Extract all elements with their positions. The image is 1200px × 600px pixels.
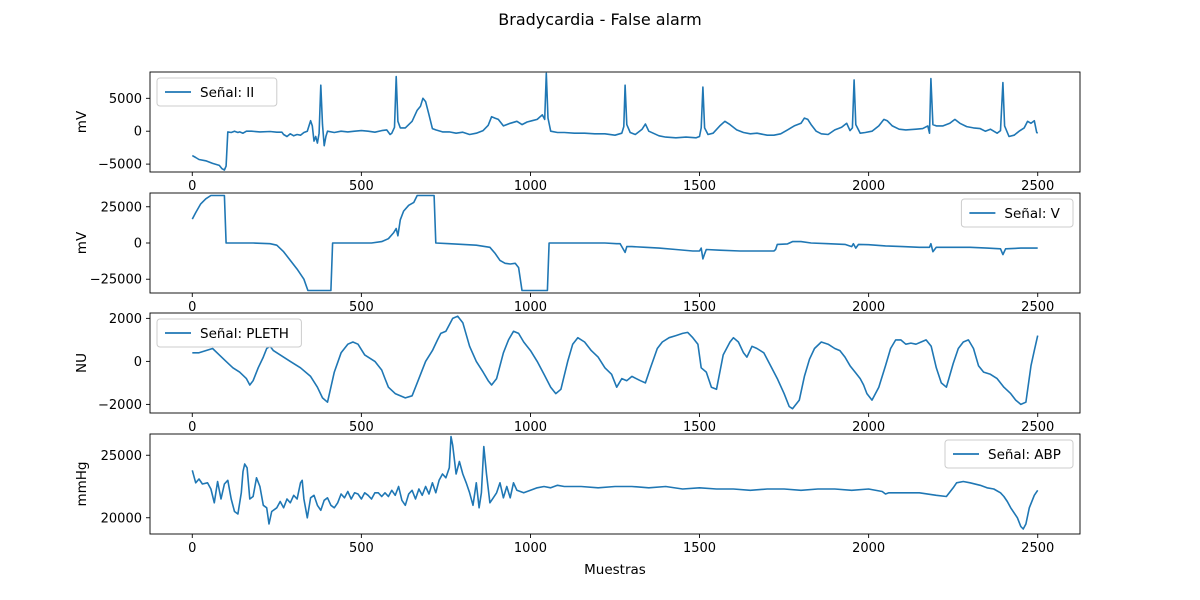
legend-label: Señal: ABP xyxy=(988,447,1061,463)
y-axis-label: mmHg xyxy=(74,461,90,506)
x-tick-label: 0 xyxy=(188,541,196,556)
x-tick-label: 2000 xyxy=(852,541,885,556)
legend-box xyxy=(944,439,1074,469)
x-tick-label: 1000 xyxy=(514,541,547,556)
x-tick-label: 500 xyxy=(349,420,374,435)
figure-title: Bradycardia - False alarm xyxy=(498,10,701,29)
y-tick-label: 0 xyxy=(134,355,142,370)
y-axis-label: NU xyxy=(74,353,90,373)
axes-frame xyxy=(149,71,1081,173)
x-tick-label: 500 xyxy=(349,179,374,194)
x-tick-label: 1000 xyxy=(514,420,547,435)
y-tick-label: 5000 xyxy=(109,92,142,107)
y-tick-label: 0 xyxy=(134,237,142,252)
x-tick-label: 1500 xyxy=(683,541,716,556)
x-tick-label: 2500 xyxy=(1021,300,1054,315)
series-line xyxy=(191,435,1039,530)
subplot-1: 0 500 1000 1500 2000 2500 −5000 0 5000 mV Señal: I… xyxy=(74,71,1081,194)
x-tick-label: 2000 xyxy=(852,179,885,194)
x-tick-label: 500 xyxy=(349,541,374,556)
legend-box xyxy=(960,198,1074,228)
x-tick-label: 0 xyxy=(188,420,196,435)
x-tick-label: 2500 xyxy=(1021,420,1054,435)
x-tick-label: 2000 xyxy=(852,420,885,435)
x-tick-label: 1000 xyxy=(514,179,547,194)
x-tick-label: 500 xyxy=(349,300,374,315)
legend: Señal: ABP xyxy=(944,439,1074,469)
x-tick-label: 0 xyxy=(188,300,196,315)
legend: Señal: PLETH xyxy=(156,318,302,348)
axes-frame xyxy=(149,433,1081,535)
series-line xyxy=(191,194,1038,292)
subplot-3: 0 500 1000 1500 2000 2500 −2000 0 2000 NU Señal: P… xyxy=(74,312,1081,435)
y-tick-label: 2000 xyxy=(109,312,142,327)
y-axis-label: mV xyxy=(74,231,90,254)
legend-label: Señal: PLETH xyxy=(200,326,289,342)
y-tick-label: 25000 xyxy=(101,449,142,464)
y-tick-label: −25000 xyxy=(90,273,142,288)
x-tick-label: 1500 xyxy=(683,420,716,435)
y-tick-label: 25000 xyxy=(101,200,142,215)
legend-label: Señal: II xyxy=(200,85,254,101)
y-tick-label: 0 xyxy=(134,125,142,140)
x-tick-label: 1500 xyxy=(683,179,716,194)
legend: Señal: V xyxy=(960,198,1074,228)
y-tick-label: −5000 xyxy=(98,158,142,173)
legend-box xyxy=(156,77,278,107)
series-line xyxy=(191,72,1039,171)
legend-label: Señal: V xyxy=(1004,206,1060,222)
x-tick-label: 2500 xyxy=(1021,179,1054,194)
x-tick-label: 1000 xyxy=(514,300,547,315)
x-tick-label: 0 xyxy=(188,179,196,194)
y-tick-label: −2000 xyxy=(98,398,142,413)
y-axis-label: mV xyxy=(74,110,90,133)
series-line xyxy=(192,315,1039,410)
y-tick-label: 20000 xyxy=(101,511,142,526)
subplot-2: 0 500 1000 1500 2000 2500 −25000 0 25000 mV Señal:… xyxy=(74,192,1081,315)
x-tick-label: 2500 xyxy=(1021,541,1054,556)
legend-box xyxy=(156,318,302,348)
x-tick-label: 1500 xyxy=(683,300,716,315)
x-axis-label: Muestras xyxy=(584,562,646,578)
x-tick-label: 2000 xyxy=(852,300,885,315)
legend: Señal: II xyxy=(156,77,278,107)
axes-frame xyxy=(149,312,1081,414)
subplot-4: 0 500 1000 1500 2000 2500 20000 25000 mmHg Señal:… xyxy=(74,433,1081,556)
